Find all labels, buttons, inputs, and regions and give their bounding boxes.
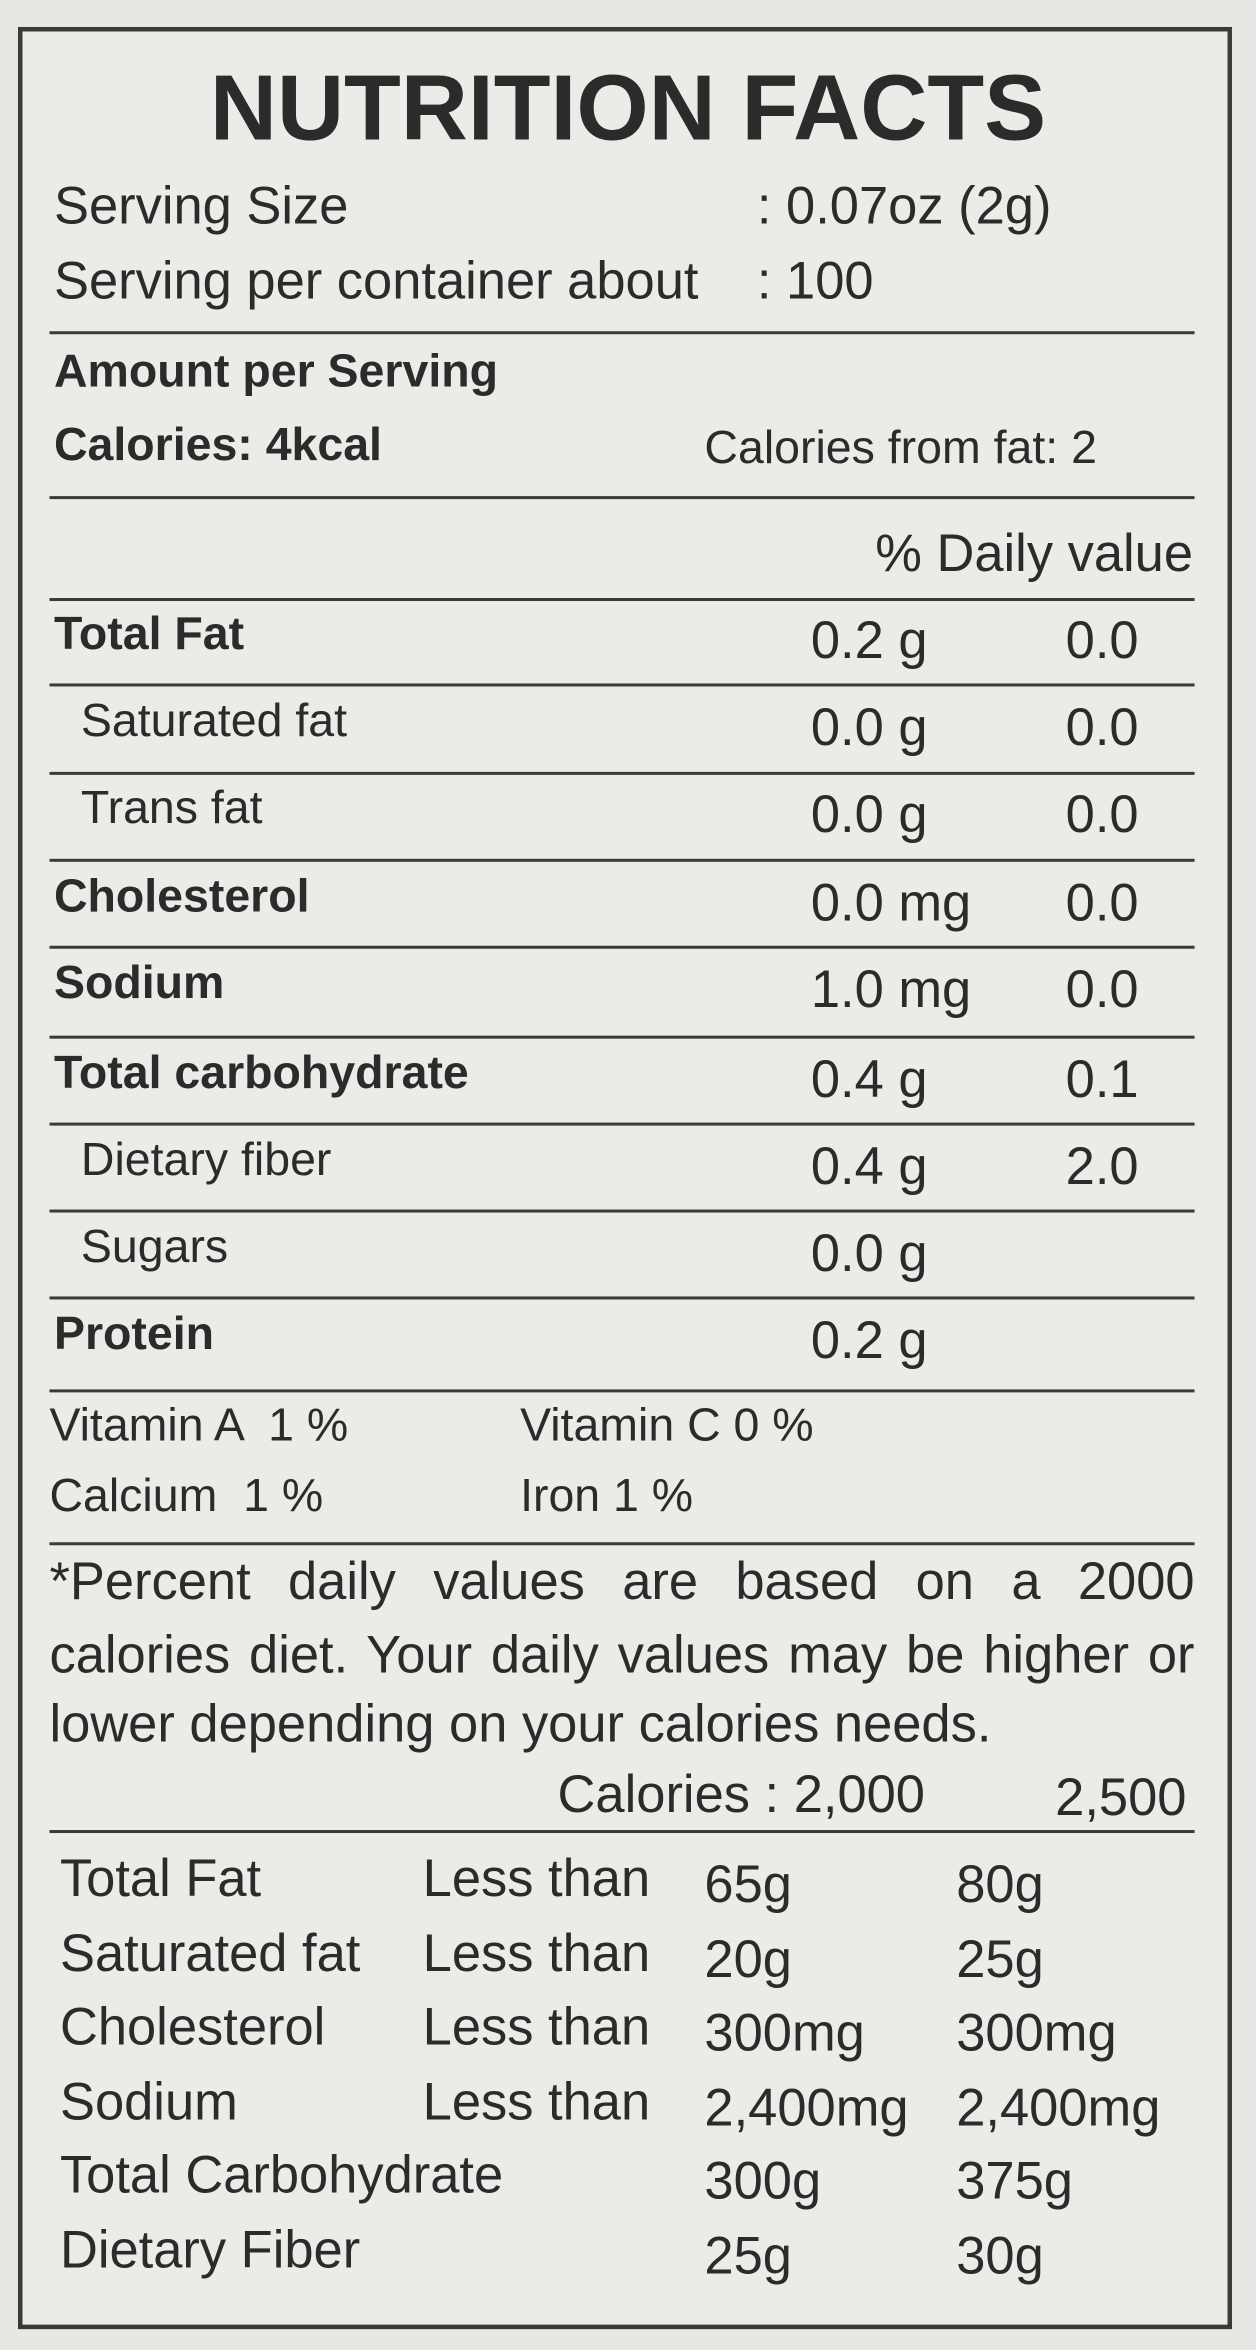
nutrient-name: Sodium bbox=[53, 956, 225, 1009]
nutrient-amount: 0.4 g bbox=[810, 1050, 928, 1110]
reference-cell: 25g bbox=[704, 2226, 792, 2285]
nutrient-name: Sugars bbox=[80, 1220, 229, 1273]
footnote-line: calories diet. Your daily values may be … bbox=[49, 1626, 1195, 1685]
nutrient-dv: 0.0 bbox=[1065, 611, 1139, 670]
rule bbox=[49, 858, 1195, 862]
rule bbox=[49, 1122, 1195, 1126]
reference-cell: Saturated fat bbox=[59, 1923, 361, 1983]
reference-cell: Dietary Fiber bbox=[59, 2220, 361, 2279]
serving-size-label: Serving Size bbox=[53, 176, 349, 236]
reference-cell: Less than bbox=[422, 2072, 651, 2131]
nutrient-name: Dietary fiber bbox=[80, 1133, 332, 1186]
label-border bbox=[17, 26, 1233, 2330]
nutrient-dv: 0.0 bbox=[1065, 785, 1139, 844]
rule bbox=[49, 1209, 1195, 1213]
rule bbox=[49, 1296, 1195, 1300]
nutrient-amount: 0.0 mg bbox=[810, 873, 972, 933]
nutrient-name: Total carbohydrate bbox=[53, 1046, 469, 1099]
reference-cell: 65g bbox=[704, 1855, 792, 1914]
reference-cell: Sodium bbox=[59, 2072, 238, 2131]
nutrient-name: Saturated fat bbox=[80, 693, 347, 747]
nutrient-amount: 0.2 g bbox=[810, 611, 928, 670]
reference-cell: 80g bbox=[956, 1855, 1044, 1914]
nutrient-amount: 0.0 g bbox=[810, 698, 928, 757]
reference-cell: 300mg bbox=[956, 2003, 1117, 2063]
reference-cell: 2,400mg bbox=[704, 2078, 909, 2137]
nutrient-dv: 0.1 bbox=[1065, 1050, 1139, 1110]
reference-cell: Total Fat bbox=[59, 1849, 262, 1908]
amount-header: Amount per Serving bbox=[53, 344, 498, 398]
nutrient-name: Protein bbox=[53, 1306, 215, 1360]
reference-header: Calories : 2,000 bbox=[557, 1765, 925, 1825]
rule bbox=[49, 1389, 1195, 1393]
serving-size-value: : 0.07oz (2g) bbox=[756, 176, 1052, 236]
servings-label: Serving per container about bbox=[53, 251, 699, 311]
nutrient-dv: 0.0 bbox=[1065, 960, 1139, 1020]
footnote-line: lower depending on your calories needs. bbox=[49, 1695, 992, 1754]
rule bbox=[49, 331, 1195, 335]
nutrient-amount: 0.0 g bbox=[810, 1224, 928, 1283]
footnote-line: *Percent daily values are based on a 200… bbox=[49, 1552, 1195, 1612]
reference-cell: Less than bbox=[422, 1849, 651, 1908]
reference-cell: 300mg bbox=[704, 2003, 865, 2063]
vitamin: Calcium 1 % bbox=[49, 1468, 324, 1522]
calories: Calories: 4kcal bbox=[53, 418, 382, 471]
reference-cell: Less than bbox=[422, 1923, 651, 1983]
nutrient-amount: 1.0 mg bbox=[810, 960, 972, 1020]
reference-cell: Cholesterol bbox=[59, 1997, 326, 2057]
rule bbox=[49, 1830, 1195, 1834]
nutrient-dv: 0.0 bbox=[1065, 698, 1139, 757]
nutrient-amount: 0.2 g bbox=[810, 1311, 928, 1370]
reference-header: 2,500 bbox=[1055, 1768, 1187, 1828]
rule bbox=[49, 683, 1195, 687]
reference-cell: Total Carbohydrate bbox=[59, 2146, 504, 2205]
reference-cell: 25g bbox=[956, 1929, 1044, 1989]
reference-cell: 30g bbox=[956, 2226, 1044, 2285]
rule bbox=[49, 1035, 1195, 1039]
rule bbox=[49, 598, 1195, 602]
nutrient-amount: 0.0 g bbox=[810, 785, 928, 844]
nutrient-name: Cholesterol bbox=[53, 869, 310, 922]
rule bbox=[49, 945, 1195, 949]
reference-cell: 375g bbox=[956, 2152, 1073, 2211]
reference-cell: 20g bbox=[704, 1929, 792, 1989]
nutrient-name: Trans fat bbox=[80, 780, 263, 834]
nutrient-dv: 0.0 bbox=[1065, 873, 1139, 933]
nutrient-name: Total Fat bbox=[53, 607, 245, 660]
daily-value-header: % Daily value bbox=[875, 524, 1194, 584]
vitamin: Iron 1 % bbox=[520, 1468, 694, 1522]
rule bbox=[49, 771, 1195, 775]
reference-cell: Less than bbox=[422, 1997, 651, 2057]
servings-value: : 100 bbox=[756, 251, 874, 311]
title: NUTRITION FACTS bbox=[209, 56, 1047, 161]
reference-cell: 300g bbox=[704, 2152, 822, 2211]
nutrient-dv: 2.0 bbox=[1065, 1137, 1139, 1197]
rule bbox=[49, 496, 1195, 500]
rule bbox=[49, 1542, 1195, 1546]
vitamin: Vitamin A 1 % bbox=[49, 1398, 349, 1451]
nutrient-amount: 0.4 g bbox=[810, 1137, 928, 1197]
calories-from-fat: Calories from fat: 2 bbox=[704, 421, 1097, 474]
reference-cell: 2,400mg bbox=[956, 2078, 1161, 2137]
vitamin: Vitamin C 0 % bbox=[520, 1398, 814, 1451]
